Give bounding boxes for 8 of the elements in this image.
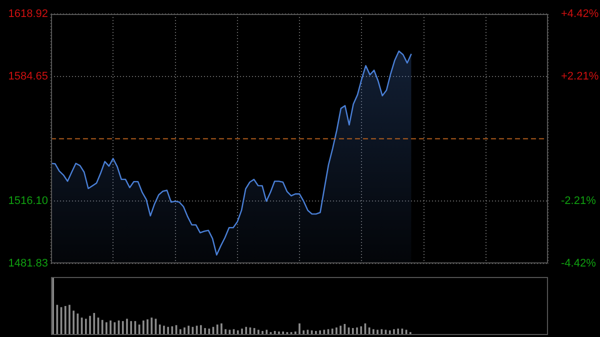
y-tick-label: 1516.10 [8,195,48,208]
y2-tick-label: -2.21% [561,195,596,208]
y2-tick-label: +2.21% [561,70,599,82]
y-tick-label: 1584.65 [8,70,48,82]
y-tick-label: 1481.83 [8,257,48,270]
y-tick-label: 1618.92 [8,8,48,20]
y2-tick-label: -4.42% [561,257,596,270]
y2-tick-label: +4.42% [561,8,599,20]
